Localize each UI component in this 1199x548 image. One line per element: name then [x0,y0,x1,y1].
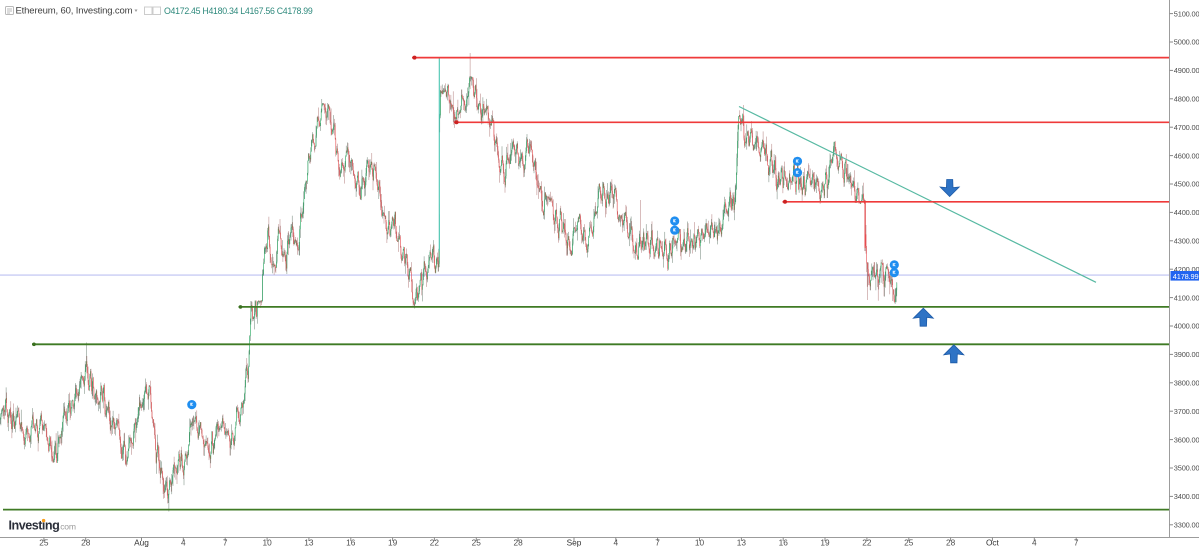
svg-text:16: 16 [346,538,356,548]
svg-text:28: 28 [81,538,91,548]
svg-text:3500.00: 3500.00 [1174,464,1199,473]
svg-text:4900.00: 4900.00 [1174,66,1199,75]
svg-text:4178.99: 4178.99 [1173,272,1199,281]
svg-text:Sep: Sep [567,538,582,548]
svg-text:25: 25 [472,538,482,548]
svg-text:7: 7 [655,538,660,548]
svg-text:5000.00: 5000.00 [1174,38,1199,47]
svg-text:.com: .com [58,522,76,532]
svg-text:3900.00: 3900.00 [1174,350,1199,359]
svg-text:3300.00: 3300.00 [1174,521,1199,530]
svg-text:10: 10 [695,538,705,548]
svg-text:4100.00: 4100.00 [1174,293,1199,302]
svg-text:16: 16 [779,538,789,548]
svg-text:22: 22 [430,538,440,548]
svg-text:Aug: Aug [134,538,149,548]
svg-text:4: 4 [1032,538,1037,548]
svg-text:4300.00: 4300.00 [1174,237,1199,246]
svg-text:Oct: Oct [986,538,1000,548]
svg-text:13: 13 [304,538,314,548]
svg-text:10: 10 [262,538,272,548]
svg-text:13: 13 [737,538,747,548]
svg-text:4600.00: 4600.00 [1174,151,1199,160]
svg-text:4: 4 [613,538,618,548]
svg-text:3800.00: 3800.00 [1174,379,1199,388]
svg-text:4: 4 [181,538,186,548]
svg-text:5100.00: 5100.00 [1174,9,1199,18]
svg-text:3700.00: 3700.00 [1174,407,1199,416]
svg-text:Ethereum, 60, Investing.com: Ethereum, 60, Investing.com [16,6,133,17]
svg-text:O4172.45 H4180.34 L4167.56 C41: O4172.45 H4180.34 L4167.56 C4178.99 [164,6,313,16]
svg-text:4500.00: 4500.00 [1174,180,1199,189]
svg-text:28: 28 [946,538,956,548]
svg-text:19: 19 [388,538,398,548]
svg-text:19: 19 [820,538,830,548]
svg-text:4800.00: 4800.00 [1174,95,1199,104]
svg-text:28: 28 [513,538,523,548]
svg-text:3600.00: 3600.00 [1174,435,1199,444]
svg-text:3400.00: 3400.00 [1174,492,1199,501]
svg-text:4700.00: 4700.00 [1174,123,1199,132]
svg-text:4200.00: 4200.00 [1174,265,1199,274]
svg-text:Investing: Investing [9,519,60,533]
svg-text:4400.00: 4400.00 [1174,208,1199,217]
svg-text:4000.00: 4000.00 [1174,322,1199,331]
svg-text:7: 7 [1074,538,1079,548]
svg-text:22: 22 [862,538,872,548]
svg-text:25: 25 [39,538,49,548]
svg-text:25: 25 [904,538,914,548]
svg-text:7: 7 [223,538,228,548]
